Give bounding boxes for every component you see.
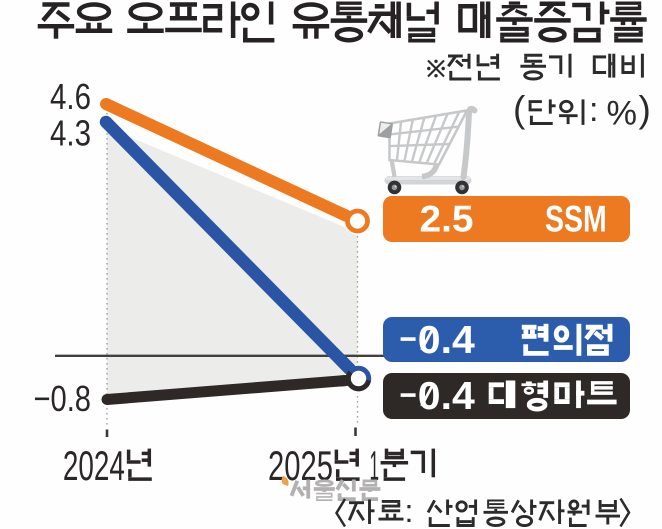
- svg-text:4.3: 4.3: [50, 113, 91, 154]
- svg-text:SSM: SSM: [545, 198, 607, 239]
- svg-text:2024: 2024: [63, 442, 125, 489]
- svg-text:): ): [639, 89, 651, 130]
- svg-text:%: %: [607, 94, 638, 132]
- svg-text::: :: [405, 493, 414, 529]
- svg-text:−0.8: −0.8: [34, 378, 92, 419]
- svg-text:4.6: 4.6: [50, 76, 91, 117]
- svg-text:2.5: 2.5: [420, 199, 474, 240]
- svg-text:(: (: [513, 89, 526, 130]
- svg-text::: :: [589, 91, 598, 129]
- svg-text:1: 1: [370, 442, 380, 489]
